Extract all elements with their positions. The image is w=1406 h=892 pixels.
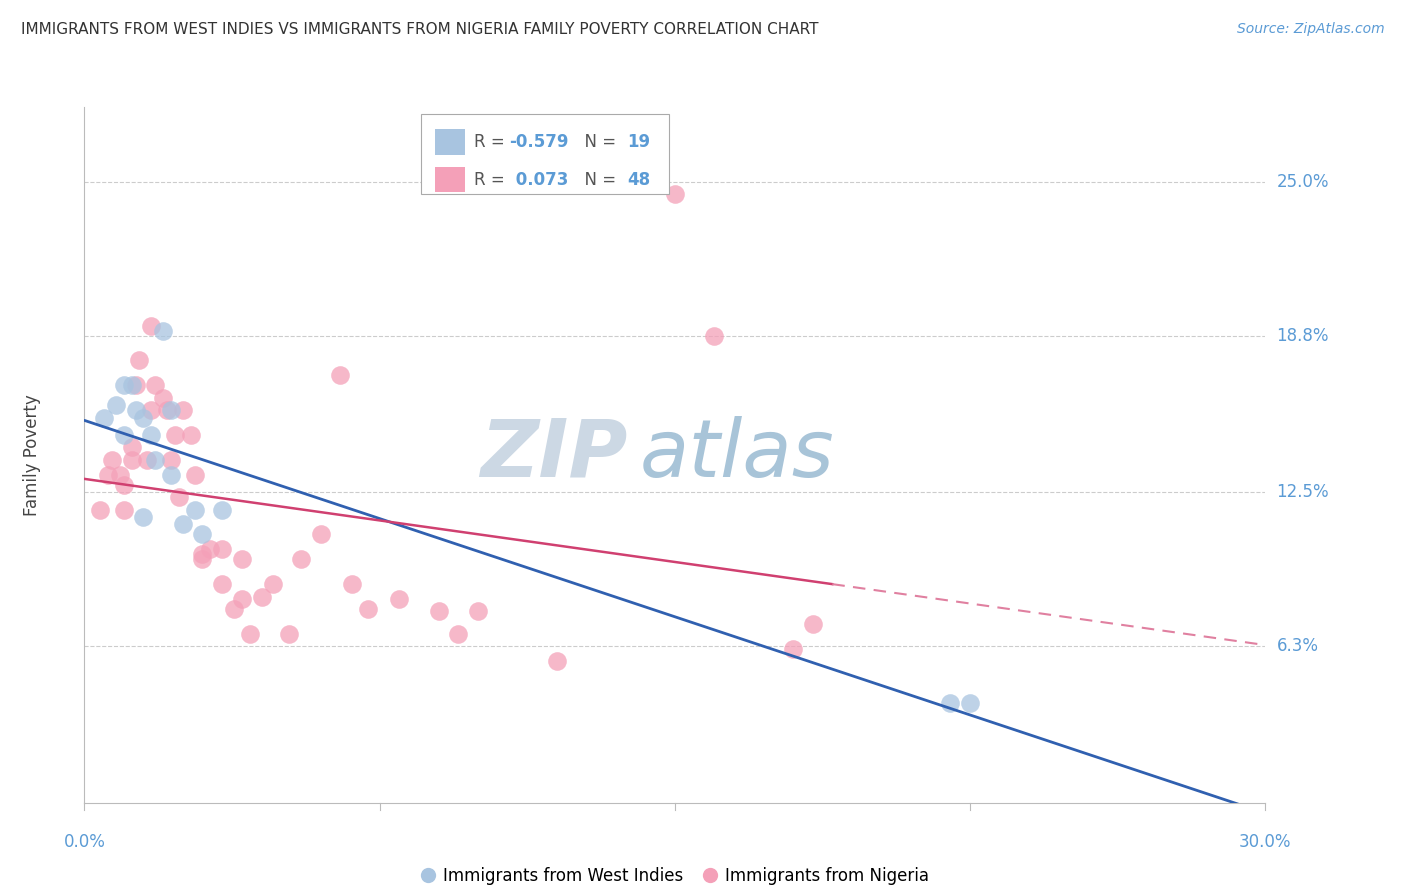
Point	[340, 577, 363, 591]
Point	[124, 403, 146, 417]
Point	[112, 378, 135, 392]
Point	[191, 527, 214, 541]
Point	[211, 502, 233, 516]
Point	[262, 577, 284, 591]
Point	[191, 547, 214, 561]
Point	[222, 602, 245, 616]
Text: IMMIGRANTS FROM WEST INDIES VS IMMIGRANTS FROM NIGERIA FAMILY POVERTY CORRELATIO: IMMIGRANTS FROM WEST INDIES VS IMMIGRANT…	[21, 22, 818, 37]
Point	[782, 641, 804, 656]
Point	[160, 403, 183, 417]
Point	[121, 441, 143, 455]
Text: 30.0%: 30.0%	[1239, 833, 1292, 851]
Point	[152, 324, 174, 338]
Point	[121, 378, 143, 392]
Point	[167, 490, 190, 504]
Point	[141, 318, 163, 333]
Point	[250, 590, 273, 604]
Point	[183, 502, 205, 516]
Point	[97, 467, 120, 482]
Point	[141, 428, 163, 442]
Text: 18.8%: 18.8%	[1277, 326, 1329, 344]
Text: 0.0%: 0.0%	[63, 833, 105, 851]
Text: R =: R =	[474, 170, 510, 188]
Point	[231, 552, 253, 566]
Point	[104, 398, 127, 412]
Text: N =: N =	[575, 170, 621, 188]
Point	[101, 453, 124, 467]
Point	[183, 467, 205, 482]
Point	[89, 502, 111, 516]
Point	[108, 467, 131, 482]
Point	[172, 517, 194, 532]
Point	[388, 592, 411, 607]
Point	[121, 453, 143, 467]
Bar	[420, 114, 669, 194]
Point	[211, 542, 233, 557]
Point	[211, 577, 233, 591]
Point	[239, 627, 262, 641]
Text: 48: 48	[627, 170, 651, 188]
Text: 19: 19	[627, 133, 651, 151]
Point	[160, 453, 183, 467]
Point	[231, 592, 253, 607]
Point	[163, 428, 186, 442]
Point	[156, 403, 179, 417]
Point	[124, 378, 146, 392]
Text: -0.579: -0.579	[509, 133, 569, 151]
Text: 0.073: 0.073	[509, 170, 568, 188]
Point	[703, 328, 725, 343]
Point	[152, 391, 174, 405]
Text: ZIP: ZIP	[481, 416, 627, 494]
Bar	[434, 167, 464, 192]
Point	[112, 502, 135, 516]
Point	[546, 654, 568, 668]
Point	[290, 552, 312, 566]
Point	[180, 428, 202, 442]
Point	[329, 368, 352, 383]
Legend: Immigrants from West Indies, Immigrants from Nigeria: Immigrants from West Indies, Immigrants …	[415, 861, 935, 892]
Text: N =: N =	[575, 133, 621, 151]
Point	[801, 616, 824, 631]
Point	[191, 552, 214, 566]
Point	[427, 605, 450, 619]
Point	[112, 428, 135, 442]
Text: 6.3%: 6.3%	[1277, 637, 1319, 656]
Point	[467, 605, 489, 619]
Point	[278, 627, 301, 641]
Point	[143, 453, 166, 467]
Point	[141, 403, 163, 417]
Point	[93, 410, 115, 425]
Point	[309, 527, 332, 541]
Point	[143, 378, 166, 392]
Text: R =: R =	[474, 133, 510, 151]
Point	[357, 602, 380, 616]
Point	[172, 403, 194, 417]
Point	[200, 542, 222, 557]
Point	[112, 477, 135, 491]
Point	[160, 467, 183, 482]
Text: Family Poverty: Family Poverty	[22, 394, 41, 516]
Point	[136, 453, 159, 467]
Bar	[434, 129, 464, 154]
Text: atlas: atlas	[640, 416, 834, 494]
Text: 12.5%: 12.5%	[1277, 483, 1329, 501]
Point	[447, 627, 470, 641]
Point	[664, 187, 686, 202]
Text: 25.0%: 25.0%	[1277, 172, 1329, 191]
Point	[132, 510, 155, 524]
Point	[959, 697, 981, 711]
Point	[132, 410, 155, 425]
Point	[939, 697, 962, 711]
Point	[128, 353, 150, 368]
Text: Source: ZipAtlas.com: Source: ZipAtlas.com	[1237, 22, 1385, 37]
